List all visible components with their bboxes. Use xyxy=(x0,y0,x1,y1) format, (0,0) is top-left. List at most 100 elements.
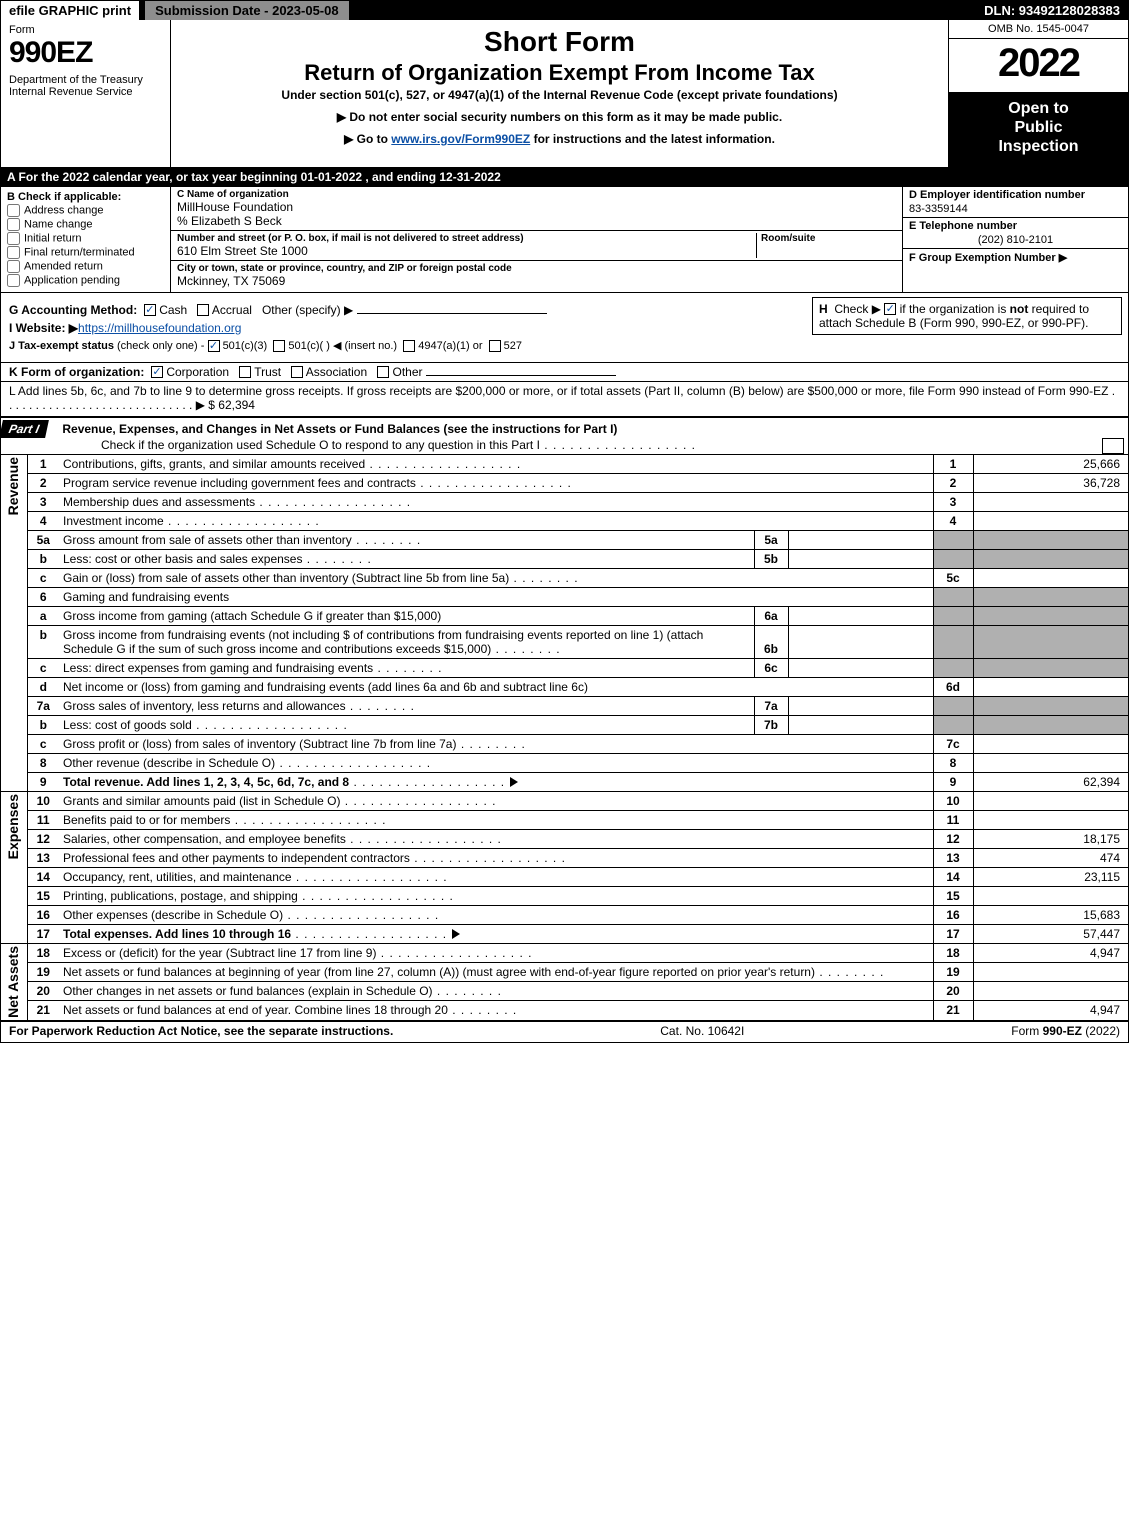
row-5a: 5a Gross amount from sale of assets othe… xyxy=(1,530,1128,549)
row-8: 8 Other revenue (describe in Schedule O)… xyxy=(1,753,1128,772)
tax-year: 2022 xyxy=(949,39,1128,93)
c-city-label: City or town, state or province, country… xyxy=(177,263,896,274)
row-15: 15 Printing, publications, postage, and … xyxy=(1,886,1128,905)
goto-suffix: for instructions and the latest informat… xyxy=(530,132,775,146)
e-tel-label: E Telephone number xyxy=(909,220,1122,232)
part-i-badge: Part I xyxy=(0,420,49,438)
row-2: 2 Program service revenue including gove… xyxy=(1,473,1128,492)
row-5c: c Gain or (loss) from sale of assets oth… xyxy=(1,568,1128,587)
g-other-label: Other (specify) ▶ xyxy=(262,303,353,317)
c-addr-label: Number and street (or P. O. box, if mail… xyxy=(177,233,756,244)
arrow-icon xyxy=(452,929,460,939)
revenue-section-label: Revenue xyxy=(5,457,21,515)
k-corporation-checkbox[interactable] xyxy=(151,366,163,378)
row-13: 13 Professional fees and other payments … xyxy=(1,848,1128,867)
row-9: 9 Total revenue. Add lines 1, 2, 3, 4, 5… xyxy=(1,772,1128,791)
h-not: not xyxy=(1010,302,1029,316)
careof-name: % Elizabeth S Beck xyxy=(177,214,896,228)
j-501c3-label: 501(c)(3) xyxy=(223,340,268,352)
row-18: Net Assets 18 Excess or (deficit) for th… xyxy=(1,943,1128,962)
line-l-gross-receipts: L Add lines 5b, 6c, and 7b to line 9 to … xyxy=(1,382,1128,417)
g-cash-checkbox[interactable] xyxy=(144,304,156,316)
footer-form-number: 990-EZ xyxy=(1043,1024,1082,1038)
f-group-label: F Group Exemption Number ▶ xyxy=(909,251,1122,264)
h-checkbox[interactable] xyxy=(884,303,896,315)
line-desc: Contributions, gifts, grants, and simila… xyxy=(63,457,365,471)
irs-link[interactable]: www.irs.gov/Form990EZ xyxy=(391,132,530,146)
department-label: Department of the Treasury Internal Reve… xyxy=(9,74,162,98)
part-i-header: Part I Revenue, Expenses, and Changes in… xyxy=(1,417,1128,455)
k-other-checkbox[interactable] xyxy=(377,366,389,378)
g-other-blank xyxy=(357,313,547,314)
k-other-label: Other xyxy=(393,365,423,379)
col-b-checkboxes: B Check if applicable: Address change Na… xyxy=(1,187,171,292)
open-line2: Public xyxy=(1014,119,1062,136)
chk-final-return[interactable]: Final return/terminated xyxy=(7,246,164,259)
website-link[interactable]: https://millhousefoundation.org xyxy=(78,321,241,335)
goto-line: ▶ Go to www.irs.gov/Form990EZ for instru… xyxy=(179,132,940,146)
footer-form-suffix: (2022) xyxy=(1082,1024,1120,1038)
row-6a: a Gross income from gaming (attach Sched… xyxy=(1,606,1128,625)
line-a-taxyear: A For the 2022 calendar year, or tax yea… xyxy=(1,168,1128,187)
row-3: 3 Membership dues and assessments 3 xyxy=(1,492,1128,511)
open-line1: Open to xyxy=(1008,100,1068,117)
city-state-zip: Mckinney, TX 75069 xyxy=(177,274,896,288)
row-6: 6 Gaming and fundraising events xyxy=(1,587,1128,606)
title-short-form: Short Form xyxy=(179,26,940,58)
j-4947-label: 4947(a)(1) or xyxy=(418,340,482,352)
j-detail: (check only one) - xyxy=(114,340,208,352)
efile-graphic-label: efile GRAPHIC print xyxy=(1,1,139,20)
part-i-heading: Revenue, Expenses, and Changes in Net As… xyxy=(58,422,617,436)
row-6c: c Less: direct expenses from gaming and … xyxy=(1,658,1128,677)
paperwork-notice: For Paperwork Reduction Act Notice, see … xyxy=(9,1024,393,1038)
g-accrual-checkbox[interactable] xyxy=(197,304,209,316)
g-cash-label: Cash xyxy=(159,303,187,317)
line-num: 1 xyxy=(27,455,59,474)
g-accrual-label: Accrual xyxy=(212,303,252,317)
k-trust-label: Trust xyxy=(254,365,281,379)
expenses-section-label: Expenses xyxy=(5,794,21,859)
part-i-subline: Check if the organization used Schedule … xyxy=(1,438,696,452)
j-527-checkbox[interactable] xyxy=(489,340,501,352)
room-suite-label: Room/suite xyxy=(756,233,896,258)
netassets-section-label: Net Assets xyxy=(5,946,21,1018)
k-association-checkbox[interactable] xyxy=(291,366,303,378)
line-rightnum: 1 xyxy=(933,455,973,474)
chk-name-change[interactable]: Name change xyxy=(7,218,164,231)
h-schedule-b-box: H Check ▶ if the organization is not req… xyxy=(812,297,1122,335)
row-7c: c Gross profit or (loss) from sales of i… xyxy=(1,734,1128,753)
row-5b: b Less: cost or other basis and sales ex… xyxy=(1,549,1128,568)
j-4947-checkbox[interactable] xyxy=(403,340,415,352)
row-12: 12 Salaries, other compensation, and emp… xyxy=(1,829,1128,848)
top-bar: efile GRAPHIC print Submission Date - 20… xyxy=(1,1,1128,20)
ein-value: 83-3359144 xyxy=(909,203,1122,215)
dln-label: DLN: 93492128028383 xyxy=(976,1,1128,20)
form-header: Form 990EZ Department of the Treasury In… xyxy=(1,20,1128,168)
j-527-label: 527 xyxy=(504,340,522,352)
section-b-c-d: B Check if applicable: Address change Na… xyxy=(1,187,1128,293)
row-17: 17 Total expenses. Add lines 10 through … xyxy=(1,924,1128,943)
row-4: 4 Investment income 4 xyxy=(1,511,1128,530)
arrow-icon xyxy=(510,777,518,787)
c-name-label: C Name of organization xyxy=(177,189,896,200)
j-501c3-checkbox[interactable] xyxy=(208,340,220,352)
chk-initial-return[interactable]: Initial return xyxy=(7,232,164,245)
chk-amended-return[interactable]: Amended return xyxy=(7,260,164,273)
j-501c-checkbox[interactable] xyxy=(273,340,285,352)
open-to-public-box: Open to Public Inspection xyxy=(949,93,1128,167)
under-section-text: Under section 501(c), 527, or 4947(a)(1)… xyxy=(179,88,940,102)
row-19: 19 Net assets or fund balances at beginn… xyxy=(1,962,1128,981)
j-501c-label: 501(c)( ) ◀ (insert no.) xyxy=(288,340,397,352)
part-i-schedO-checkbox[interactable] xyxy=(1102,438,1124,454)
omb-number: OMB No. 1545-0047 xyxy=(949,20,1128,39)
chk-application-pending[interactable]: Application pending xyxy=(7,274,164,287)
k-label: K Form of organization: xyxy=(9,365,144,379)
telephone-value: (202) 810-2101 xyxy=(909,234,1122,246)
goto-prefix: ▶ Go to xyxy=(344,132,391,146)
catalog-number: Cat. No. 10642I xyxy=(660,1024,744,1038)
row-10: Expenses 10 Grants and similar amounts p… xyxy=(1,791,1128,810)
k-trust-checkbox[interactable] xyxy=(239,366,251,378)
chk-address-change[interactable]: Address change xyxy=(7,204,164,217)
header-center: Short Form Return of Organization Exempt… xyxy=(171,20,948,167)
k-corporation-label: Corporation xyxy=(166,365,229,379)
